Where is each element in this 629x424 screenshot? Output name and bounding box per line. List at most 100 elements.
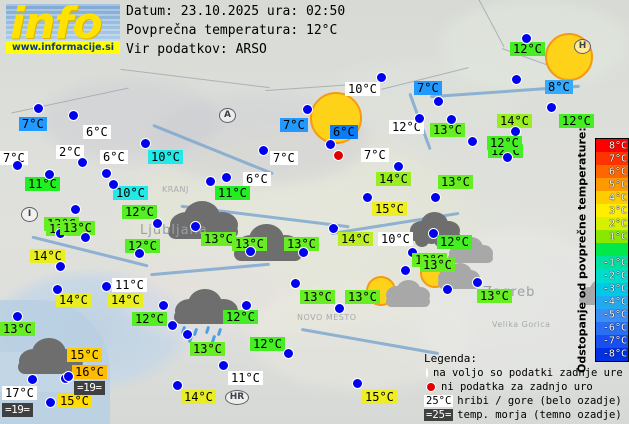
temperature-label: 13°C: [420, 258, 455, 272]
color-scale-band-label: 3°C: [608, 205, 627, 217]
station-dot-available[interactable]: [158, 300, 169, 311]
station-dot-available[interactable]: [393, 161, 404, 172]
station-dot-available[interactable]: [218, 360, 229, 371]
color-scale-band-label: -8°C: [602, 348, 627, 360]
station-dot-available[interactable]: [446, 114, 457, 125]
color-scale-band: -6°C: [596, 321, 628, 335]
temperature-label: 13°C: [284, 237, 319, 251]
station-dot-available[interactable]: [12, 160, 23, 171]
color-scale-band: -4°C: [596, 295, 628, 309]
color-scale-band-label: -7°C: [602, 335, 627, 347]
legend-label: ni podatka za zadnjo uro: [441, 381, 593, 393]
color-scale-band: 2°C: [596, 217, 628, 231]
station-dot-available[interactable]: [167, 320, 178, 331]
station-dot-available[interactable]: [80, 232, 91, 243]
color-scale-band-label: -6°C: [602, 322, 627, 334]
station-dot-available[interactable]: [376, 72, 387, 83]
station-dot-available[interactable]: [101, 281, 112, 292]
station-dot-available[interactable]: [258, 145, 269, 156]
station-dot-available[interactable]: [472, 277, 483, 288]
legend-label: hribi / gore (belo ozadje): [457, 395, 622, 407]
station-dot-available[interactable]: [140, 138, 151, 149]
color-scale-band: 8°C: [596, 139, 628, 153]
temperature-label: 14°C: [338, 232, 373, 246]
temperature-label: 7°C: [414, 81, 442, 95]
temperature-label: 15°C: [57, 394, 92, 408]
logo-url: www.informacije.si: [6, 41, 120, 54]
station-dot-available[interactable]: [108, 179, 119, 190]
station-dot-available[interactable]: [44, 169, 55, 180]
country-marker-i: I: [21, 207, 38, 222]
station-dot-available[interactable]: [172, 380, 183, 391]
temperature-label: 12°C: [487, 136, 522, 150]
station-dot-available[interactable]: [362, 192, 373, 203]
station-dot-available[interactable]: [63, 371, 74, 382]
station-dot-available[interactable]: [45, 397, 56, 408]
site-logo[interactable]: info www.informacije.si: [6, 0, 120, 54]
station-dot-available[interactable]: [546, 102, 557, 113]
temperature-label: 11°C: [215, 186, 250, 200]
station-dot-available[interactable]: [302, 104, 313, 115]
color-scale-band-label: -5°C: [602, 309, 627, 321]
color-scale-band: 4°C: [596, 191, 628, 205]
city-label: NOVO MESTO: [297, 313, 357, 322]
station-dot-available[interactable]: [442, 284, 453, 295]
station-dot-missing[interactable]: [333, 150, 344, 161]
legend-rows: na voljo so podatki zadnje ure ni podatka…: [424, 366, 623, 422]
temperature-label: 7°C: [280, 118, 308, 132]
temperature-label: 17°C: [2, 386, 37, 400]
station-dot-available[interactable]: [205, 176, 216, 187]
temperature-label: 12°C: [250, 337, 285, 351]
station-dot-available[interactable]: [328, 223, 339, 234]
color-scale-band: 7°C: [596, 152, 628, 166]
station-dot-available[interactable]: [101, 168, 112, 179]
station-dot-available[interactable]: [521, 33, 532, 44]
station-dot-available[interactable]: [245, 246, 256, 257]
station-dot-available[interactable]: [298, 247, 309, 258]
station-dot-available[interactable]: [414, 113, 425, 124]
station-dot-available[interactable]: [12, 311, 23, 322]
station-dot-available[interactable]: [27, 374, 38, 385]
station-dot-available[interactable]: [241, 300, 252, 311]
station-dot-available[interactable]: [68, 110, 79, 121]
station-dot-available[interactable]: [33, 103, 44, 114]
rain-cloud-icon: [172, 288, 242, 344]
station-dot-available[interactable]: [325, 139, 336, 150]
temperature-label: 14°C: [56, 293, 91, 307]
color-scale-band: [596, 243, 628, 257]
legend-label: temp. morja (temno ozadje): [457, 409, 622, 421]
station-dot-available[interactable]: [352, 378, 363, 389]
temperature-label: 6°C: [100, 150, 128, 164]
color-scale-band: -1°C: [596, 256, 628, 270]
station-dot-available[interactable]: [55, 261, 66, 272]
temperature-label: 14°C: [30, 249, 65, 263]
station-dot-available[interactable]: [400, 265, 411, 276]
color-scale-band-label: 5°C: [608, 179, 627, 191]
temperature-label: 13°C: [430, 123, 465, 137]
station-dot-available[interactable]: [134, 248, 145, 259]
station-dot-available[interactable]: [467, 136, 478, 147]
station-dot-available[interactable]: [221, 172, 232, 183]
legend-row: 25°C hribi / gore (belo ozadje): [424, 394, 622, 408]
header-line-avg-temp: Povprečna temperatura: 12°C: [126, 23, 338, 38]
station-dot-available[interactable]: [428, 228, 439, 239]
station-dot-available[interactable]: [334, 303, 345, 314]
color-scale-band: -7°C: [596, 334, 628, 348]
station-dot-available[interactable]: [430, 192, 441, 203]
station-dot-available[interactable]: [433, 96, 444, 107]
color-scale-band-label: 8°C: [608, 140, 627, 152]
sea-temperature-label: =19=: [74, 381, 105, 395]
station-dot-available[interactable]: [182, 329, 193, 340]
station-dot-available[interactable]: [52, 284, 63, 295]
color-scale-title: Odstopanje od povprečne temperature:: [575, 127, 589, 373]
station-dot-available[interactable]: [511, 74, 522, 85]
station-dot-available[interactable]: [70, 204, 81, 215]
station-dot-available[interactable]: [502, 152, 513, 163]
station-dot-available[interactable]: [77, 157, 88, 168]
temperature-label: 13°C: [300, 290, 335, 304]
station-dot-available[interactable]: [283, 348, 294, 359]
station-dot-available[interactable]: [190, 221, 201, 232]
station-dot-available[interactable]: [152, 218, 163, 229]
station-dot-available[interactable]: [290, 278, 301, 289]
